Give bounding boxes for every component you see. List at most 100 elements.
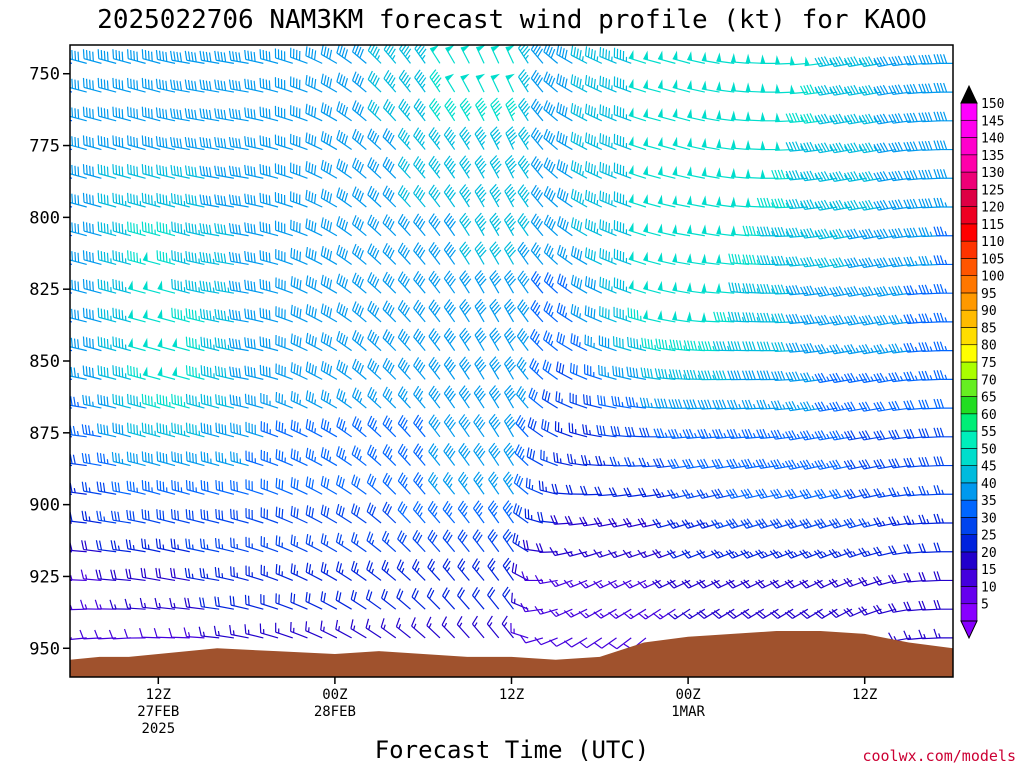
wind-barb	[141, 164, 161, 179]
wind-barb	[336, 244, 352, 265]
wind-barb	[888, 343, 911, 354]
wind-barb	[520, 602, 544, 613]
y-tick-label: 775	[29, 137, 60, 157]
wind-barb	[260, 507, 279, 524]
wind-barb	[200, 422, 220, 438]
wind-barb	[199, 194, 220, 208]
wind-barb	[199, 538, 220, 553]
wind-barb	[382, 329, 397, 352]
wind-barb	[530, 299, 544, 323]
wind-barb	[502, 471, 514, 495]
wind-barb	[275, 249, 293, 266]
wind-barb	[541, 389, 558, 409]
wind-barb	[597, 395, 617, 409]
wind-barb	[228, 108, 249, 122]
wind-barb	[625, 396, 647, 409]
wind-barb	[557, 273, 573, 294]
wind-barb	[598, 365, 617, 380]
wind-barb	[81, 481, 102, 495]
wind-barb	[843, 401, 867, 412]
wind-barb	[628, 107, 647, 122]
wind-barb	[230, 566, 249, 582]
wind-barb	[142, 366, 161, 380]
wind-barb	[843, 518, 867, 529]
wind-barb	[701, 137, 720, 151]
wind-barb	[542, 330, 559, 352]
wind-barb	[154, 597, 176, 610]
colorbar-top-arrow	[960, 84, 978, 104]
wind-barb	[549, 578, 573, 588]
wind-barb	[274, 48, 293, 64]
wind-barb	[622, 517, 647, 528]
wind-barb	[428, 299, 441, 323]
wind-barb	[669, 339, 691, 352]
wind-barb	[367, 243, 382, 265]
wind-barb	[627, 336, 647, 352]
wind-barb	[97, 336, 117, 352]
wind-barb	[843, 314, 867, 326]
wind-barb	[543, 214, 559, 237]
wind-barb	[563, 547, 588, 557]
wind-barb	[725, 608, 750, 619]
wind-barb	[459, 327, 472, 351]
wind-barb	[599, 248, 617, 266]
colorbar-label: 90	[981, 304, 997, 319]
wind-barb	[172, 337, 190, 352]
wind-barb	[828, 488, 853, 500]
wind-barb	[97, 77, 117, 93]
wind-barb	[128, 309, 146, 323]
wind-barb	[785, 430, 808, 441]
wind-barb	[474, 126, 487, 150]
wind-barb	[70, 337, 87, 352]
wind-barb	[553, 452, 573, 467]
wind-barb	[756, 312, 779, 323]
wind-barb	[643, 165, 661, 179]
wind-barb	[725, 518, 750, 529]
wind-barb	[613, 162, 632, 179]
wind-barb	[382, 99, 397, 122]
wind-barb	[598, 335, 617, 352]
wind-barb	[489, 126, 502, 150]
wind-barb	[275, 593, 293, 610]
wind-barb	[139, 597, 161, 610]
wind-barb	[716, 52, 735, 64]
wind-barb	[858, 372, 882, 384]
wind-barb	[127, 221, 146, 237]
wind-barb	[933, 485, 953, 495]
wind-barb	[289, 105, 308, 122]
wind-barb	[873, 517, 897, 528]
wind-barb	[70, 279, 87, 294]
wind-barb	[556, 302, 573, 323]
wind-barb	[290, 362, 308, 380]
colorbar-segment	[960, 258, 978, 276]
wind-barb	[305, 533, 323, 553]
wind-barb	[741, 458, 764, 469]
wind-barb	[502, 529, 514, 553]
wind-barb	[570, 188, 588, 208]
wind-barb	[427, 472, 441, 495]
wind-barb	[829, 372, 853, 384]
wind-barb	[488, 413, 501, 438]
wind-barb	[305, 246, 323, 265]
wind-barb	[413, 213, 426, 237]
wind-barb	[613, 220, 632, 237]
colorbar-label: 145	[981, 114, 1004, 129]
colorbar-label: 70	[981, 373, 997, 388]
wind-barb	[97, 250, 117, 266]
wind-barb	[110, 540, 131, 553]
wind-barb	[335, 475, 352, 495]
wind-barb	[613, 76, 632, 93]
wind-barb	[716, 109, 735, 122]
wind-barb	[97, 365, 117, 380]
wind-barb	[556, 102, 573, 122]
wind-barb	[184, 50, 205, 64]
wind-barb	[82, 221, 102, 237]
wind-barb	[701, 51, 720, 64]
wind-barb	[70, 136, 87, 151]
wind-barb	[858, 488, 882, 499]
credit-text: coolwx.com/models	[862, 747, 1016, 765]
y-tick-label: 800	[29, 208, 60, 228]
wind-barb	[873, 257, 897, 269]
wind-barb	[350, 590, 367, 610]
wind-barb	[428, 241, 441, 265]
